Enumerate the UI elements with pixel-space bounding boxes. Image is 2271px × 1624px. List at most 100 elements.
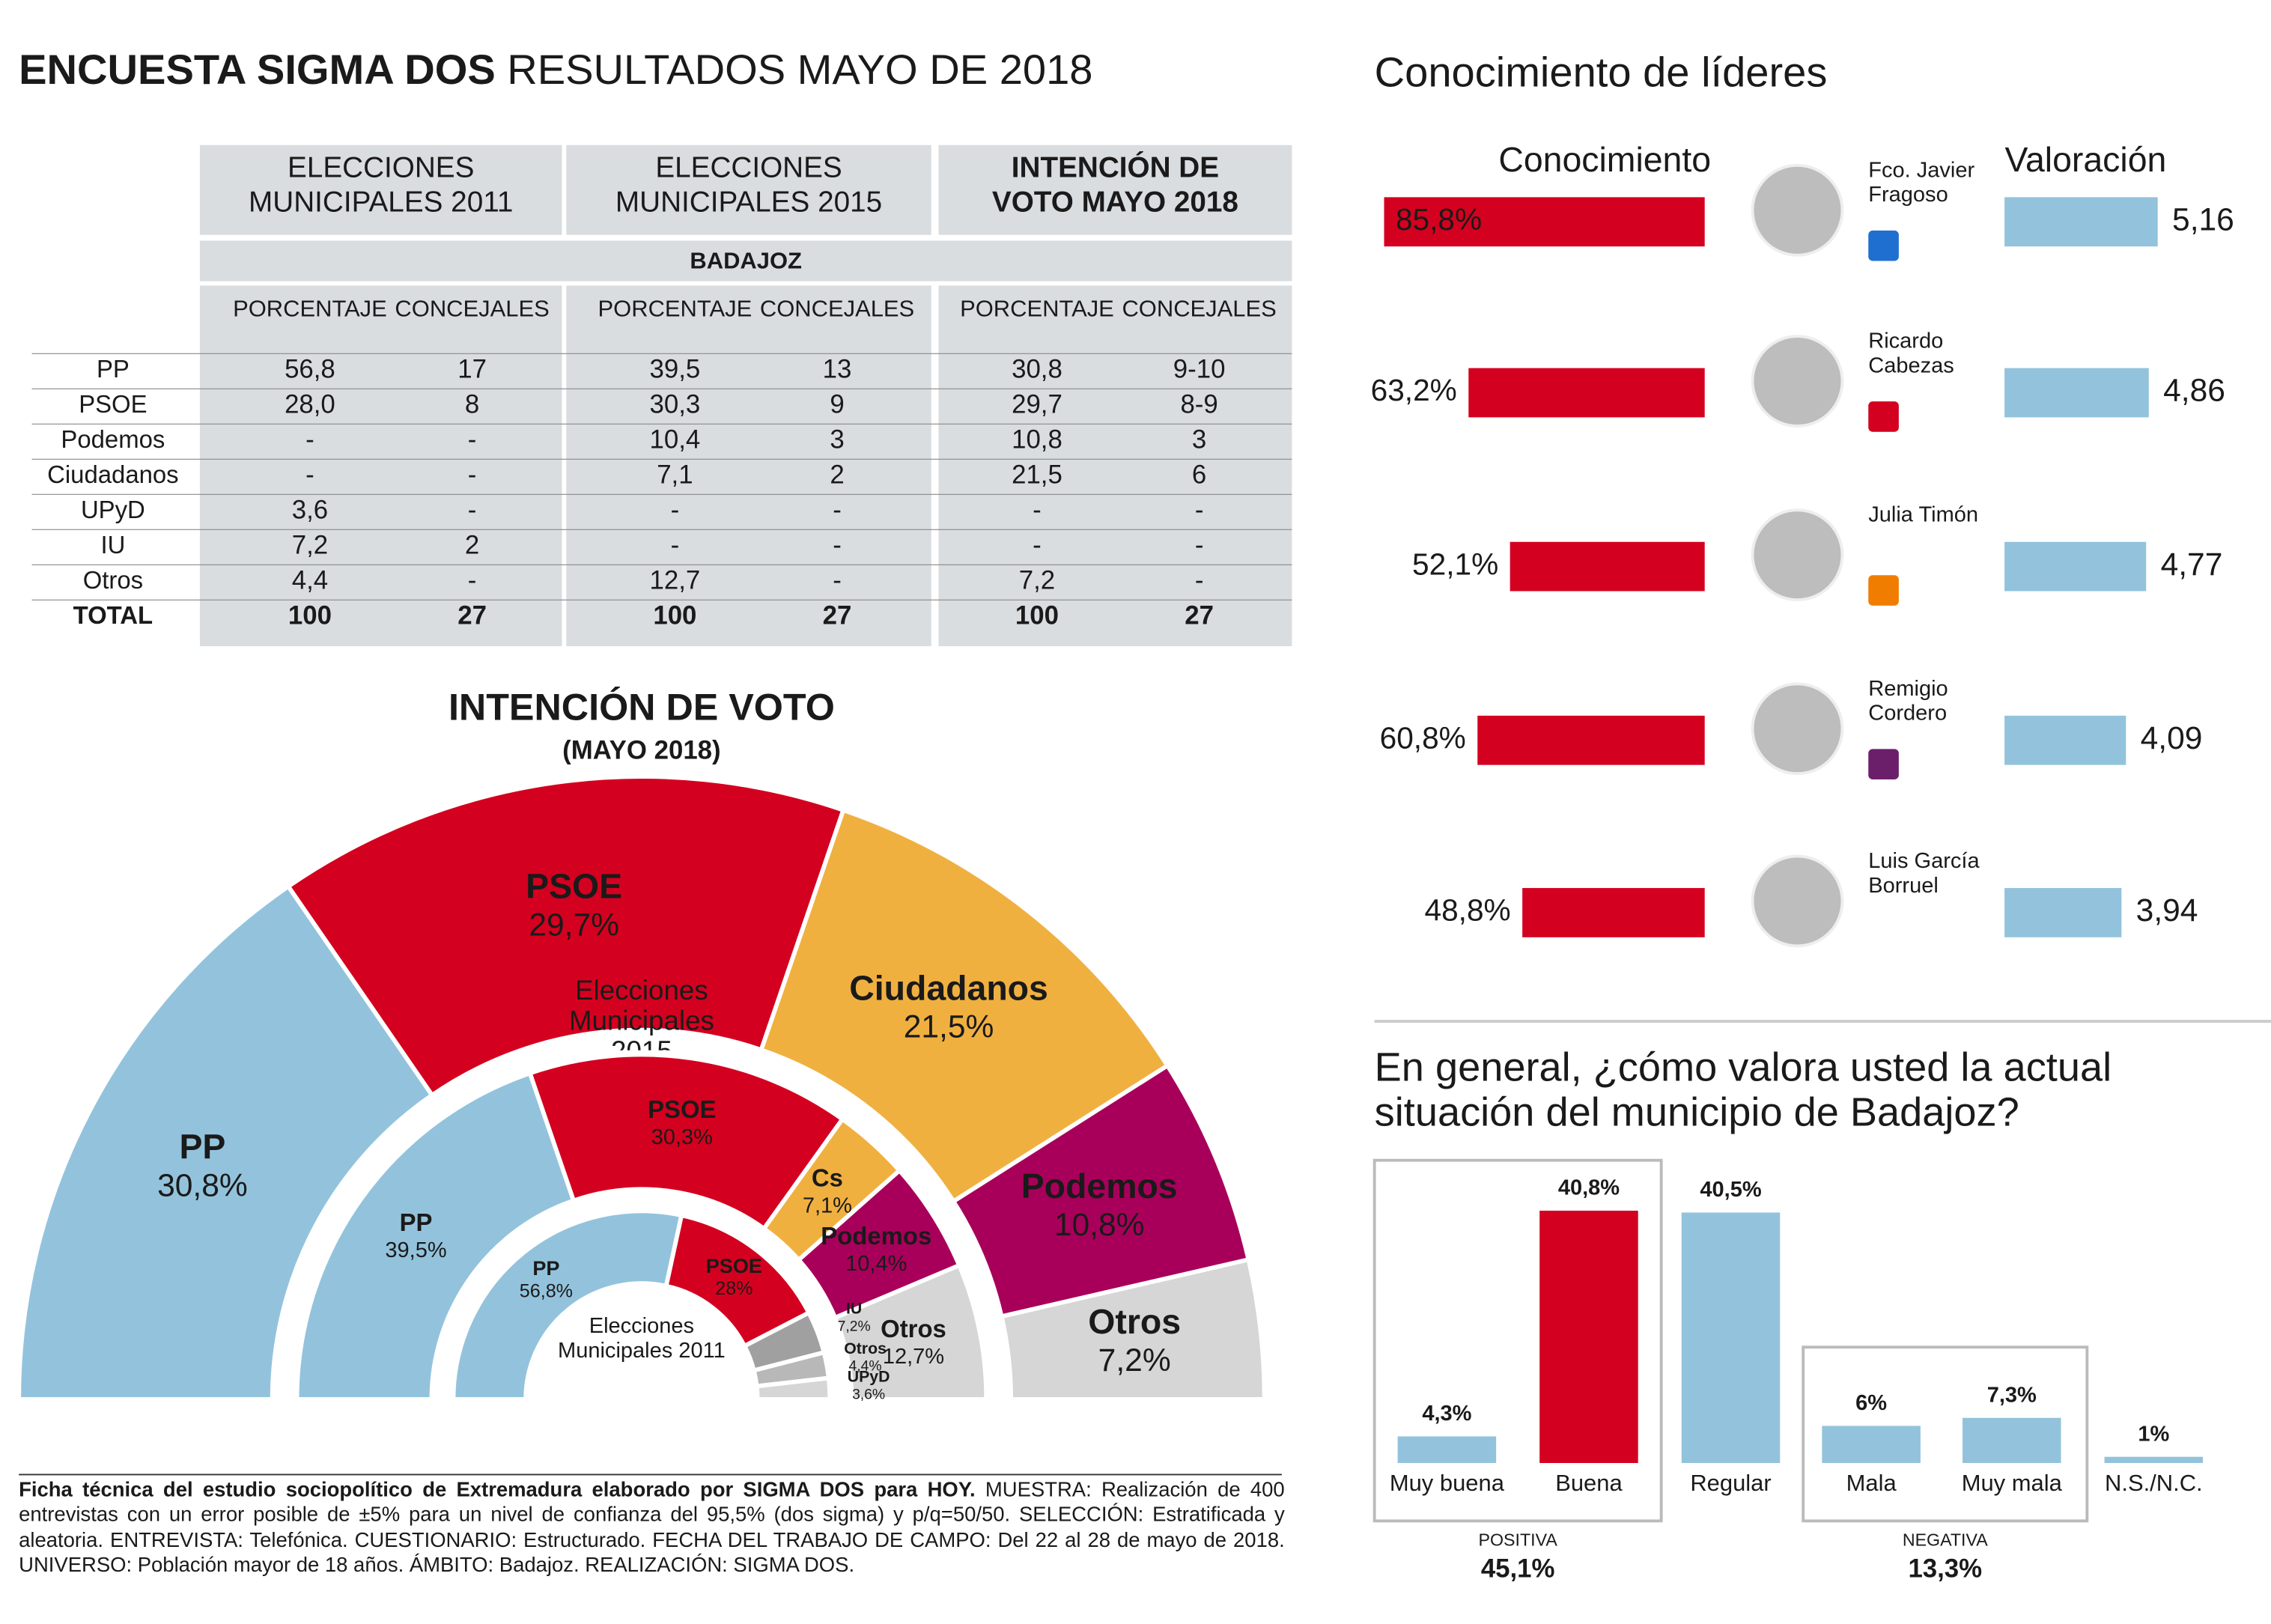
- value-label: 4,09: [2141, 720, 2203, 756]
- leader-photo: [1751, 854, 1844, 948]
- donut-segment: [16, 883, 436, 1402]
- chart-title-box: En general, ¿cómo valora usted la actual…: [1375, 1046, 2112, 1134]
- value-label: 52,1%: [1412, 547, 1498, 581]
- bar: [1397, 1436, 1497, 1463]
- table-cell: 27: [823, 601, 852, 630]
- header-cell: [566, 145, 931, 235]
- table-cell: 100: [1015, 601, 1059, 630]
- segment-name: Podemos: [1021, 1167, 1178, 1205]
- value-label: 6%: [1855, 1391, 1887, 1415]
- segment-value: 30,8%: [157, 1167, 248, 1203]
- segment-value: 7,1%: [803, 1193, 852, 1217]
- bar: [2004, 368, 2149, 418]
- category-label: Regular: [1690, 1470, 1771, 1496]
- category-label: Buena: [1555, 1470, 1623, 1496]
- region-label: BADAJOZ: [690, 248, 802, 274]
- table-cell: 7,2: [292, 531, 328, 560]
- table-cell: 39,5: [650, 355, 701, 384]
- value-label: 48,8%: [1425, 893, 1511, 928]
- leader-name-box: Luis García Borruel: [1868, 851, 1979, 897]
- segment-value: 3,6%: [852, 1386, 885, 1402]
- leader-photo: [1751, 163, 1844, 257]
- ring-title-box: Elecciones Municipales 2011: [558, 1316, 726, 1362]
- bar: [1477, 715, 1705, 765]
- bar: [1384, 197, 1705, 247]
- row-label: UPyD: [81, 496, 145, 523]
- leader-name-box: Remigio Cordero: [1868, 678, 1948, 725]
- segment-value: 10,4%: [845, 1252, 907, 1276]
- group-total: 13,3%: [1908, 1554, 1982, 1583]
- footnote-text: MUESTRA: Realización de 400 entrevistas …: [19, 1479, 1285, 1578]
- column-header-box: ELECCIONES MUNICIPALES 2011: [249, 152, 514, 219]
- bar: [1522, 888, 1705, 937]
- table-cell: -: [468, 496, 477, 525]
- segment-value: 30,3%: [651, 1125, 713, 1149]
- segment-value: 56,8%: [520, 1280, 573, 1301]
- footnote-bold: Ficha técnica del estudio sociopolítico …: [19, 1479, 976, 1503]
- value-label: 4,3%: [1422, 1402, 1471, 1426]
- table-cell: 9-10: [1173, 355, 1226, 384]
- title-bold: ENCUESTA SIGMA DOS: [19, 46, 496, 93]
- segment-name: Otros: [881, 1315, 946, 1342]
- table-cell: 4,4: [292, 566, 328, 595]
- leader-photo: [1751, 508, 1844, 602]
- value-label: 1%: [2138, 1422, 2169, 1446]
- segment-name: PP: [400, 1208, 433, 1236]
- segment-value: 21,5%: [904, 1009, 994, 1044]
- segment-value: 39,5%: [385, 1238, 446, 1262]
- leader-photo: [1751, 682, 1844, 776]
- subheader: CONCEJALES: [395, 295, 549, 321]
- donut-segment: [451, 1208, 684, 1402]
- segment-name: IU: [846, 1300, 862, 1318]
- column-header-box: INTENCIÓN DE VOTO MAYO 2018: [991, 152, 1238, 219]
- table-cell: -: [1195, 531, 1204, 560]
- segment-name: Podemos: [821, 1222, 931, 1250]
- category-label: Muy buena: [1390, 1470, 1505, 1496]
- bar: [1962, 1417, 2061, 1463]
- segment-value: 10,8%: [1054, 1207, 1145, 1243]
- table-cell: 30,8: [1012, 355, 1062, 384]
- party-logo: [1868, 401, 1899, 432]
- leader-name: Fco. Javier Fragoso: [1868, 159, 1975, 207]
- body-cell: [199, 285, 562, 647]
- table-cell: 2: [465, 531, 479, 560]
- segment-value: 7,2%: [838, 1318, 871, 1334]
- table-cell: -: [1033, 496, 1042, 525]
- donut-title: INTENCIÓN DE VOTO: [449, 685, 835, 728]
- group-box: [1372, 1158, 1663, 1523]
- body-cell: [566, 285, 931, 647]
- row-label: Otros: [83, 566, 143, 594]
- bar: [2004, 197, 2158, 247]
- value-label: 60,8%: [1380, 720, 1466, 755]
- bar: [1468, 368, 1705, 418]
- subheader: CONCEJALES: [1122, 295, 1276, 321]
- bar: [2004, 888, 2122, 937]
- header-cell: [938, 145, 1292, 235]
- group-name: POSITIVA: [1479, 1530, 1558, 1550]
- table-cell: -: [468, 460, 477, 490]
- donut-segment: [527, 1052, 846, 1232]
- table-cell: 10,8: [1012, 425, 1062, 454]
- table-cell: -: [671, 496, 680, 525]
- subheader: PORCENTAJE: [598, 295, 753, 321]
- series-name: Conocimiento: [1498, 140, 1711, 179]
- column-header: INTENCIÓN DE VOTO MAYO 2018: [991, 152, 1238, 219]
- segment-name: PSOE: [706, 1254, 762, 1277]
- segment-name: PSOE: [648, 1095, 716, 1123]
- value-label: 7,3%: [1987, 1383, 2037, 1407]
- table-cell: 3: [1192, 425, 1206, 454]
- table-cell: -: [833, 496, 842, 525]
- segment-value: 7,2%: [1098, 1342, 1171, 1378]
- donut-subtitle: (MAYO 2018): [562, 735, 720, 764]
- group-name: NEGATIVA: [1903, 1530, 1988, 1550]
- table-cell: 56,8: [285, 355, 335, 384]
- group-box: [1802, 1345, 2089, 1523]
- bar: [1510, 541, 1705, 591]
- subheader: PORCENTAJE: [960, 295, 1114, 321]
- table-cell: -: [305, 460, 314, 490]
- chart-title: Conocimiento de líderes: [1375, 49, 1828, 96]
- bar: [1539, 1210, 1638, 1463]
- value-label: 4,86: [2163, 373, 2225, 409]
- party-logo: [1868, 575, 1899, 606]
- column-header: ELECCIONES MUNICIPALES 2011: [249, 152, 514, 219]
